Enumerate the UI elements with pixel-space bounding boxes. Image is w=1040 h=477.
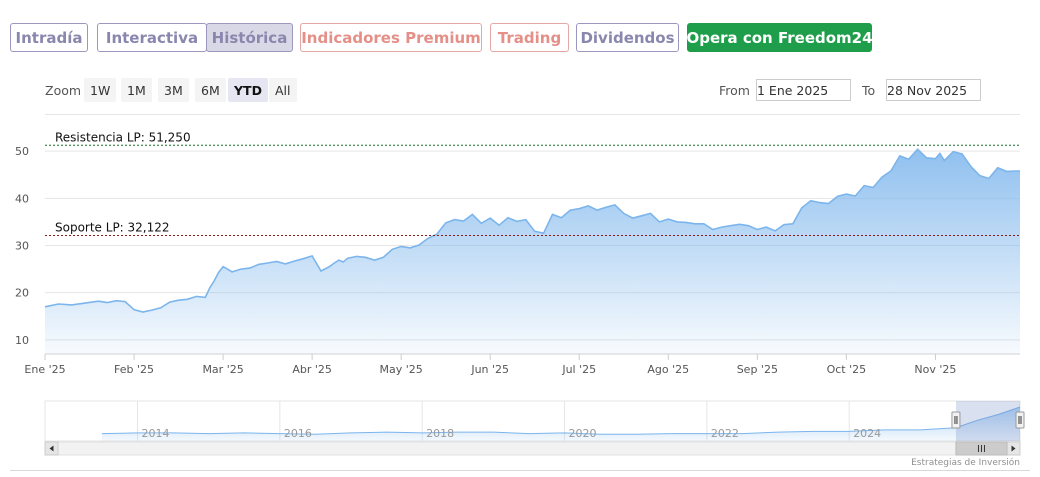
navigator-area [101,407,1020,441]
zoom-1m-button[interactable]: 1M [121,78,152,102]
x-tick-label: Ago '25 [647,363,689,376]
navigator-year-label: 2016 [284,427,312,440]
tab-intradia[interactable]: Intradía [10,23,88,52]
range-handle-left[interactable] [951,411,961,429]
arrow-left-icon [49,445,54,452]
navigator[interactable]: 2014 2016 2018 2020 2022 2024 Estrategias de … [0,400,1040,470]
tab-historica[interactable]: Histórica [206,23,293,52]
to-date-input[interactable] [886,79,981,101]
x-tick-label: Jun '25 [470,363,509,376]
tab-interactiva[interactable]: Interactiva [97,23,207,52]
arrow-right-icon [1011,445,1016,452]
x-tick-label: Nov '25 [914,363,956,376]
support-label: Soporte LP: 32,122 [55,220,170,234]
y-tick-label: 30 [15,240,29,253]
tab-dividendos[interactable]: Dividendos [576,23,679,52]
navigator-scrollbar-track[interactable] [44,441,1021,456]
x-tick-label: Jul '25 [561,363,596,376]
price-chart: Resistencia LP: 51,250 Soporte LP: 32,122… [15,130,1020,376]
zoom-6m-button[interactable]: 6M [195,78,226,102]
zoom-label: Zoom [45,83,82,98]
x-tick-label: Feb '25 [114,363,154,376]
navigator-year-label: 2020 [569,427,597,440]
y-tick-label: 50 [15,145,29,158]
x-tick-label: Sep '25 [737,363,778,376]
navigator-year-label: 2022 [711,427,739,440]
from-label: From [719,83,750,98]
navigator-year-label: 2014 [142,427,170,440]
zoom-ytd-button[interactable]: YTD [228,78,268,102]
to-label: To [862,83,876,98]
divider [45,114,1020,115]
opera-con-freedom24-button[interactable]: Opera con Freedom24 [686,23,873,52]
x-tick-label: Abr '25 [292,363,332,376]
y-tick-label: 40 [15,192,29,205]
from-date-input[interactable] [756,79,851,101]
x-tick-label: Ene '25 [24,363,65,376]
navigator-line [101,406,1021,435]
navigator-year-label: 2024 [853,427,881,440]
x-tick-label: Mar '25 [202,363,243,376]
navigator-year-label: 2018 [426,427,454,440]
range-selector: Zoom 1W 1M 3M 6M YTD All From To [0,78,1040,104]
y-tick-label: 20 [15,287,29,300]
range-handle-right[interactable] [1015,411,1025,429]
y-tick-label: 10 [15,334,29,347]
navigator-selected-range[interactable] [955,401,1020,441]
zoom-all-button[interactable]: All [269,78,297,102]
zoom-3m-button[interactable]: 3M [158,78,189,102]
x-tick-label: May '25 [380,363,423,376]
resistance-label: Resistencia LP: 51,250 [55,130,191,144]
price-line [44,148,1020,313]
tab-indicadores-premium[interactable]: Indicadores Premium [300,23,482,52]
price-area [45,149,1020,354]
zoom-1w-button[interactable]: 1W [84,78,117,102]
tab-trading[interactable]: Trading [490,23,569,52]
credits-label: Estrategias de Inversión [911,457,1020,468]
x-tick-label: Oct '25 [827,363,867,376]
bottom-border [10,470,1030,471]
